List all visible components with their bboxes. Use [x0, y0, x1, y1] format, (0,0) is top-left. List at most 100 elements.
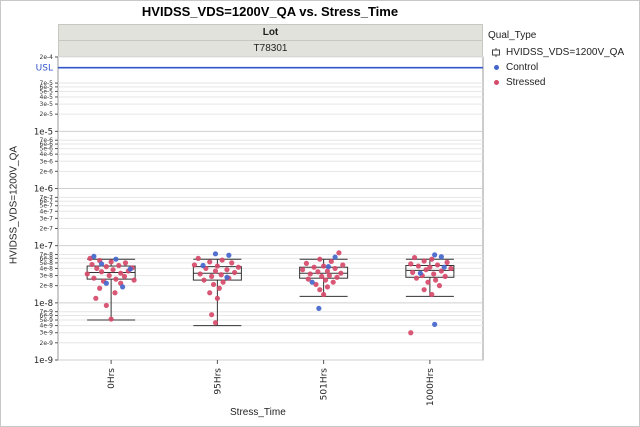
legend-item-box[interactable]: HVIDSS_VDS=1200V_QA — [488, 45, 624, 60]
legend-item-stressed[interactable]: Stressed — [488, 75, 624, 90]
legend[interactable]: Qual_Type HVIDSS_VDS=1200V_QA Control St… — [488, 30, 624, 90]
y-tick-label: 7e-7 — [40, 194, 54, 201]
control-point — [417, 270, 423, 276]
stressed-point — [324, 284, 331, 290]
control-point — [432, 252, 438, 258]
y-tick-label: 6e-5 — [40, 84, 54, 91]
stressed-point — [224, 267, 230, 273]
stressed-point — [421, 287, 427, 293]
stressed-point — [299, 267, 306, 273]
x-tick-label: 0Hrs — [107, 368, 117, 389]
stressed-point — [411, 254, 418, 261]
control-point — [432, 321, 438, 327]
stressed-point — [108, 316, 114, 322]
y-tick-label: 7e-6 — [40, 137, 54, 144]
control-point — [200, 262, 206, 269]
stressed-point — [121, 273, 128, 280]
chart-title: HVIDSS_VDS=1200V_QA vs. Stress_Time — [141, 4, 399, 19]
stressed-point — [229, 260, 235, 266]
y-tick-label: 5e-7 — [40, 203, 54, 210]
y-tick-label: 1e-7 — [34, 242, 53, 252]
y-tick-label: 7e-8 — [40, 252, 54, 259]
stressed-point — [303, 260, 310, 266]
stressed-point — [444, 259, 450, 265]
stressed-point — [118, 270, 124, 276]
stressed-point — [429, 256, 435, 262]
y-tick-label: 5e-9 — [40, 317, 54, 324]
stressed-point — [122, 260, 129, 266]
stressed-point — [201, 277, 207, 283]
stressed-point — [408, 261, 414, 267]
usl-label: USL — [36, 64, 53, 74]
x-tick-label: 95Hrs — [213, 368, 223, 395]
y-tick-label: 1e-5 — [34, 127, 53, 137]
stressed-point — [210, 281, 217, 288]
stressed-point — [197, 271, 203, 277]
stressed-point — [84, 271, 90, 277]
stressed-point — [91, 275, 97, 281]
control-point — [98, 261, 105, 267]
plot-area — [57, 56, 484, 361]
stressed-point — [330, 279, 336, 285]
stressed-point — [427, 264, 433, 270]
stressed-point — [448, 265, 454, 272]
y-tick-label: 3e-9 — [40, 330, 54, 337]
control-point — [438, 254, 444, 260]
stressed-point — [413, 275, 420, 281]
stressed-point — [214, 295, 220, 301]
stressed-point — [326, 272, 332, 279]
stressed-point — [209, 312, 215, 318]
stressed-point — [425, 279, 431, 285]
stressed-point — [415, 263, 421, 269]
dot-icon — [490, 65, 502, 70]
stressed-point — [108, 259, 114, 265]
control-point — [441, 264, 447, 270]
y-tick-label: 4e-5 — [40, 94, 54, 101]
stressed-point — [336, 250, 342, 256]
stressed-point — [436, 283, 443, 289]
dot-icon — [490, 80, 502, 85]
stressed-point — [231, 269, 238, 276]
stressed-point — [332, 265, 338, 272]
y-tick-label: 2e-6 — [40, 168, 54, 175]
control-point — [113, 256, 119, 262]
legend-label-control: Control — [506, 62, 539, 73]
stressed-point — [442, 273, 448, 280]
y-tick-label: 6e-9 — [40, 313, 54, 320]
stressed-point — [216, 285, 222, 291]
stressed-point — [317, 256, 323, 262]
stressed-point — [112, 290, 118, 296]
y-tick-label: 4e-8 — [40, 265, 54, 272]
stressed-point — [334, 274, 340, 280]
control-point — [91, 253, 97, 259]
y-tick-label: 1e-6 — [34, 185, 53, 195]
stressed-point — [313, 281, 319, 288]
stressed-point — [321, 263, 327, 269]
stressed-point — [98, 269, 105, 275]
stressed-point — [431, 271, 437, 277]
control-point — [332, 254, 338, 260]
legend-title: Qual_Type — [488, 30, 537, 41]
y-tick-label: 7e-9 — [40, 309, 54, 316]
stressed-point — [321, 291, 327, 298]
stressed-point — [103, 302, 109, 309]
y-tick-label: 4e-9 — [40, 323, 54, 330]
y-tick-label: 5e-6 — [40, 146, 54, 153]
stressed-point — [97, 285, 103, 291]
y-tick-label: 2e-4 — [40, 54, 54, 61]
y-tick-label: 5e-5 — [40, 88, 54, 95]
y-tick-label: 6e-7 — [40, 198, 54, 205]
control-point — [212, 251, 219, 257]
legend-item-control[interactable]: Control — [488, 60, 624, 75]
y-tick-label: 1e-9 — [34, 356, 53, 366]
stressed-point — [338, 270, 344, 276]
y-tick-label: 3e-7 — [40, 215, 54, 222]
stressed-point — [116, 262, 122, 269]
stressed-point — [434, 262, 441, 268]
x-axis-label: Stress_Time — [230, 407, 286, 418]
stressed-point — [218, 272, 224, 278]
stressed-point — [315, 269, 321, 275]
control-point — [224, 274, 230, 280]
box-legend-icon — [490, 48, 502, 57]
stressed-point — [324, 268, 331, 274]
